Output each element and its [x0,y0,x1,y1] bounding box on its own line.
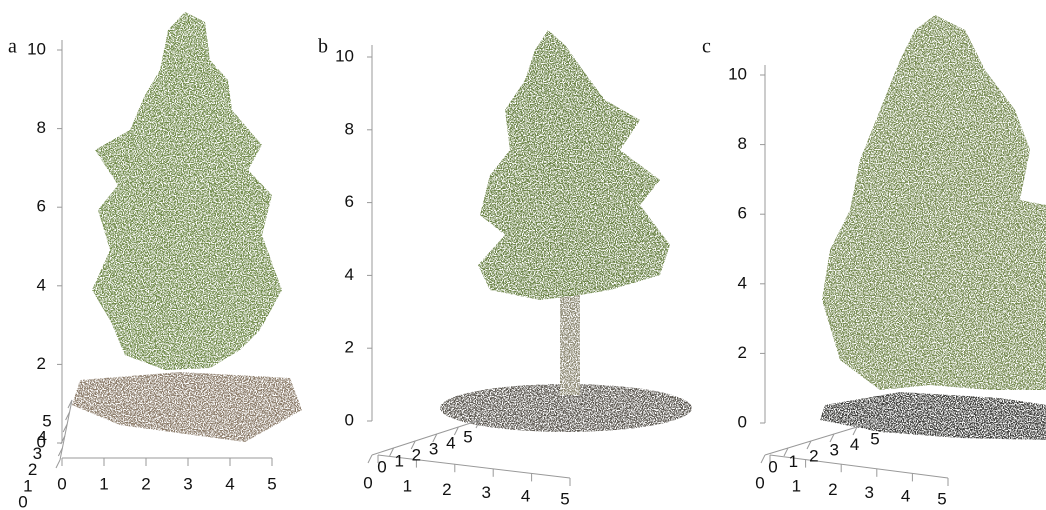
x-tick-label: 3 [864,483,873,502]
z-tick-label: 8 [738,134,747,153]
z-tick-label: 6 [345,192,354,211]
x-tick-label: 3 [481,483,490,502]
z-tick-label: 2 [37,354,46,373]
y-axis [765,420,880,455]
z-tick-label: 2 [345,338,354,357]
y-tick-label: 1 [789,452,798,471]
z-tick-label: 4 [37,275,46,294]
x-tick-label: 5 [267,474,276,493]
x-tick-label: 0 [57,474,66,493]
z-tick-label: 8 [37,118,46,137]
x-tick-label: 4 [901,486,910,505]
point-clouds [72,12,1046,442]
ground-cloud [72,372,302,442]
x-tick-label: 2 [828,480,837,499]
y-tick-label: 2 [412,445,421,464]
z-tick-label: 6 [738,204,747,223]
y-tick [56,460,60,468]
panel-label: a [8,36,17,58]
panel-label: b [318,36,328,58]
y-tick-label: 4 [37,428,46,447]
y-tick-label: 1 [394,451,403,470]
x-tick-label: 1 [792,477,801,496]
z-tick-label: 10 [27,39,46,58]
x-tick-label: 0 [363,473,372,492]
x-axis [378,455,570,478]
x-tick-label: 0 [755,473,764,492]
tree-cloud [822,15,1046,390]
y-tick-label: 0 [377,457,386,476]
z-tick-label: 6 [37,197,46,216]
y-tick-label: 0 [768,457,777,476]
trunk-cloud [560,290,580,395]
y-tick-label: 1 [23,476,32,495]
y-tick-label: 4 [850,435,859,454]
tree-cloud [478,30,670,300]
z-tick-label: 4 [345,265,354,284]
y-tick-label: 3 [829,441,838,460]
z-tick-label: 8 [345,119,354,138]
y-tick [761,455,765,463]
y-tick-label: 5 [870,429,879,448]
figure: a b c 1086420012345012345108642001234501… [0,0,1046,510]
y-tick-label: 5 [463,427,472,446]
tree-cloud [92,12,282,370]
y-tick-label: 2 [28,460,37,479]
z-tick-label: 10 [728,64,747,83]
x-tick-label: 3 [183,474,192,493]
x-tick-label: 1 [99,474,108,493]
y-tick [368,455,372,463]
x-tick-label: 5 [937,489,946,508]
z-tick-label: 0 [738,412,747,431]
y-tick-label: 2 [809,446,818,465]
x-tick-label: 2 [141,474,150,493]
y-tick-label: 4 [446,433,455,452]
z-tick-label: 2 [738,343,747,362]
x-tick-label: 4 [225,474,234,493]
x-tick-label: 5 [560,489,569,508]
y-tick-label: 5 [42,411,51,430]
panel-label: c [702,36,711,58]
x-tick-label: 4 [521,486,530,505]
x-tick-label: 1 [403,477,412,496]
z-tick-label: 4 [738,273,747,292]
z-tick-label: 0 [345,410,354,429]
z-tick-label: 10 [335,46,354,65]
x-tick-label: 2 [442,480,451,499]
y-tick-label: 3 [33,444,42,463]
y-tick-label: 3 [429,439,438,458]
